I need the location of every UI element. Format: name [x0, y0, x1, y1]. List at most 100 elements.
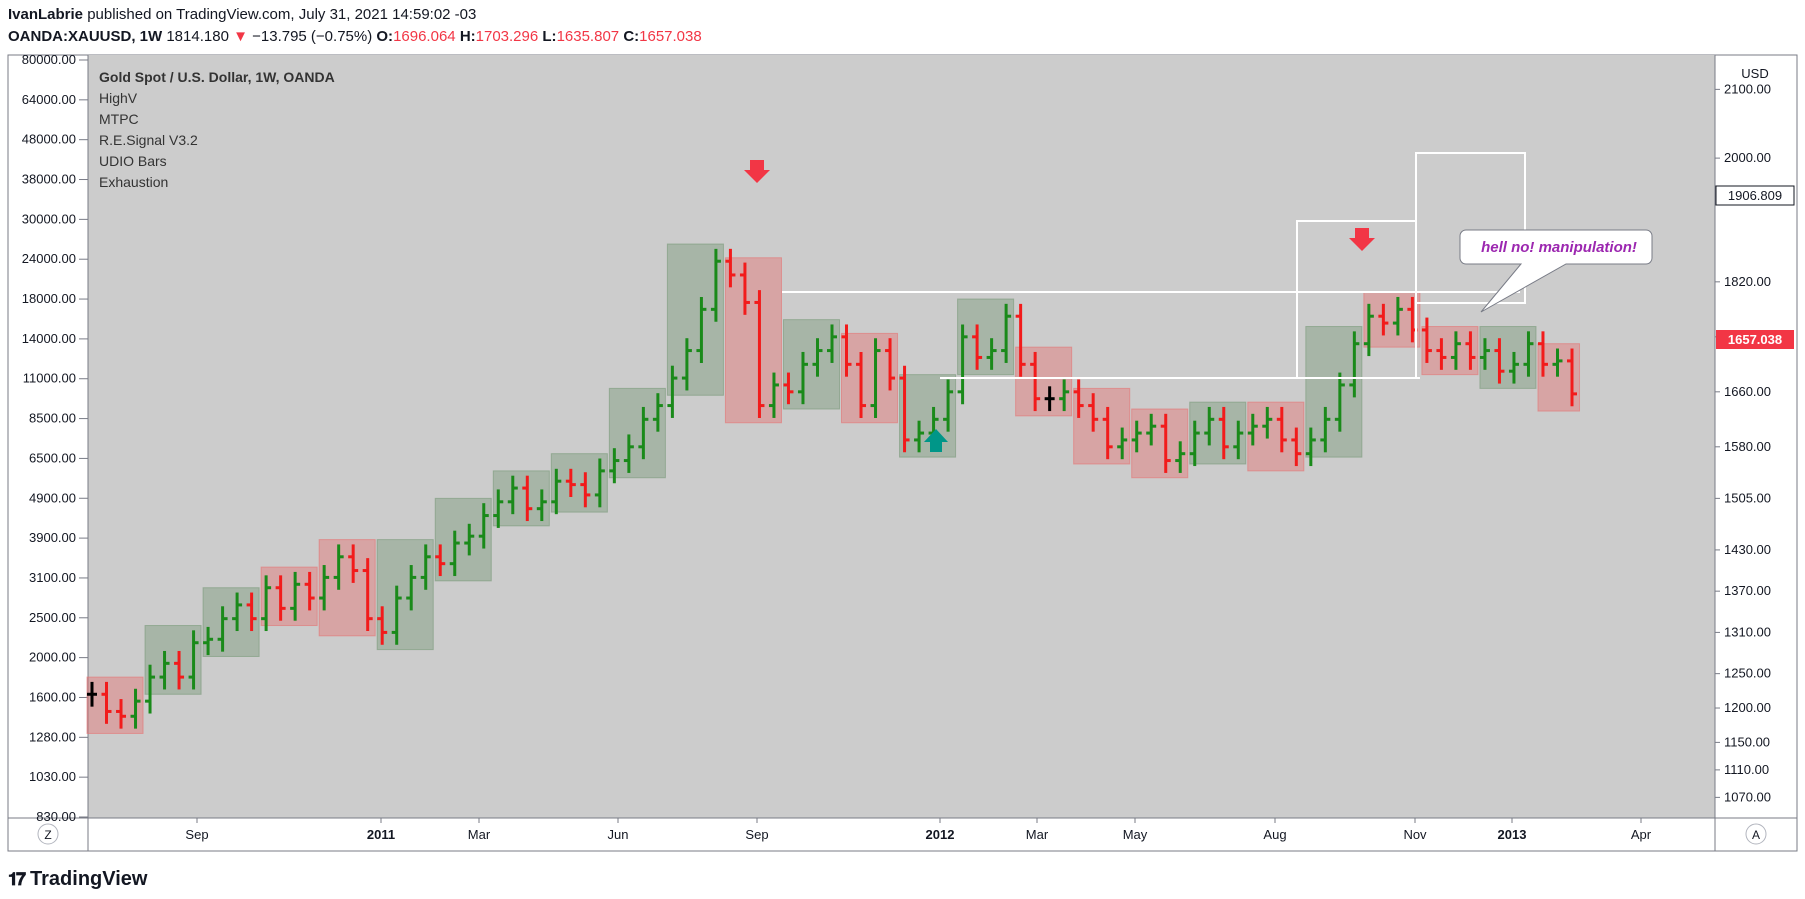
legend-title: Gold Spot / U.S. Dollar, 1W, OANDA: [99, 69, 335, 85]
signal-box: [724, 257, 782, 424]
left-axis-tick-label: 11000.00: [23, 371, 76, 386]
time-axis-tick-label: Mar: [468, 827, 491, 842]
high-label: H:: [459, 28, 476, 45]
left-axis-tick-label: 80000.00: [22, 52, 76, 67]
signal-box: [782, 319, 841, 410]
left-axis-tick-label: 1030.00: [29, 769, 76, 784]
auto-scale-button: [1745, 823, 1767, 845]
legend-indicator: UDIO Bars: [99, 153, 167, 169]
legend-indicator: MTPC: [99, 111, 139, 127]
signal-box: [550, 453, 608, 513]
signal-box: [434, 497, 492, 582]
time-axis-tick-label: Mar: [1026, 827, 1049, 842]
right-axis-unit: USD: [1741, 66, 1768, 81]
right-axis-tick-label: 1505.00: [1724, 490, 1771, 505]
signal-box: [144, 625, 202, 695]
signal-box: [608, 387, 666, 479]
left-axis-tick-label: 3100.00: [29, 570, 76, 585]
last-price-tag-label: 1657.038: [1728, 332, 1782, 347]
annotation-text: hell no! manipulation!: [1481, 239, 1637, 256]
left-axis-tick-label: 24000.00: [22, 251, 76, 266]
left-axis-tick-label: 2000.00: [29, 650, 76, 665]
left-axis-tick-label: 4900.00: [29, 490, 76, 505]
open-label: O:: [376, 28, 394, 45]
zoom-button: [37, 823, 59, 845]
open-value: 1696.064: [393, 28, 456, 45]
low-label: L:: [542, 28, 557, 45]
legend-indicator: Exhaustion: [99, 174, 168, 190]
signal-box: [1131, 408, 1189, 479]
time-axis-tick-label: Aug: [1263, 827, 1286, 842]
tradingview-logo[interactable]: 𝟏𝟕 TradingView: [8, 868, 147, 891]
time-axis-tick-label: 2011: [367, 827, 395, 842]
signal-box: [1247, 401, 1305, 472]
left-axis-tick-label: 2500.00: [29, 610, 76, 625]
left-axis-tick-label: 38000.00: [22, 172, 76, 187]
signal-box: [86, 676, 144, 734]
symbol-line: OANDA:XAUUSD, 1W 1814.180 ▼ −13.795 (−0.…: [8, 28, 702, 46]
published-text: published on TradingView.com, July 31, 2…: [87, 6, 477, 23]
right-axis-tick-label: 1370.00: [1724, 583, 1771, 598]
symbol-name[interactable]: OANDA:XAUUSD, 1W: [8, 28, 163, 45]
right-axis-tick-label: 1150.00: [1724, 734, 1770, 749]
change-arrow-icon: ▼: [233, 28, 248, 45]
time-axis-tick-label: Nov: [1403, 827, 1427, 842]
high-value: 1703.296: [475, 28, 539, 45]
signal-box: [1305, 326, 1363, 458]
right-axis-tick-label: 1310.00: [1724, 624, 1771, 639]
time-axis-tick-label: 2012: [926, 827, 955, 842]
change-value: −13.795 (−0.75%): [252, 28, 373, 45]
annotation-callout: [1459, 229, 1653, 313]
left-axis-tick-label: 1600.00: [29, 689, 76, 704]
zone-box: [1415, 152, 1526, 304]
signal-box: [260, 566, 318, 627]
left-axis-tick-label: 48000.00: [22, 132, 76, 147]
right-axis-tick-label: 2000.00: [1724, 150, 1771, 165]
legend-indicator: HighV: [99, 90, 138, 106]
signal-box: [492, 470, 550, 527]
left-axis-tick-label: 8500.00: [29, 411, 76, 426]
time-axis-tick-label: May: [1123, 827, 1148, 842]
close-label: C:: [623, 28, 640, 45]
time-axis-tick-label: Jun: [608, 827, 629, 842]
right-axis-tick-label: 1200.00: [1724, 700, 1771, 715]
right-axis-tick-label: 1580.00: [1724, 439, 1771, 454]
right-axis-tick-label: 1250.00: [1724, 666, 1771, 681]
signal-box: [666, 243, 724, 396]
time-axis-tick-label: Sep: [745, 827, 768, 842]
signal-box: [841, 332, 899, 424]
left-axis-tick-label: 1280.00: [29, 729, 76, 744]
legend-indicator: R.E.Signal V3.2: [99, 132, 198, 148]
plot-area: [88, 55, 1715, 818]
buy-signal-icon: [924, 429, 948, 452]
marker-price-tag-label: 1906.809: [1728, 188, 1782, 203]
left-axis-tick-label: 14000.00: [22, 331, 76, 346]
signal-box: [1015, 346, 1073, 417]
left-axis-tick-label: 6500.00: [29, 450, 76, 465]
signal-box: [899, 374, 957, 458]
brand-name: TradingView: [30, 868, 148, 890]
low-value: 1635.807: [556, 28, 620, 45]
right-axis-tick-label: 2100.00: [1724, 81, 1771, 96]
signal-box: [202, 587, 260, 657]
signal-box: [318, 539, 376, 637]
right-axis-tick-label: 1070.00: [1724, 789, 1771, 804]
signal-box: [1073, 387, 1131, 465]
last-price: 1814.180: [166, 28, 229, 45]
close-value: 1657.038: [639, 28, 702, 45]
left-axis-tick-label: 30000.00: [22, 211, 76, 226]
tradingview-logo-icon: 𝟏𝟕: [8, 869, 26, 889]
right-axis-tick-label: 1110.00: [1724, 762, 1769, 777]
time-axis-tick-label: Sep: [185, 827, 208, 842]
left-axis-tick-label: 64000.00: [22, 92, 76, 107]
sell-signal-icon: [744, 160, 770, 183]
right-axis-tick-label: 1820.00: [1724, 274, 1771, 289]
publish-line: IvanLabrie published on TradingView.com,…: [8, 6, 476, 24]
sell-signal-icon: [1349, 228, 1375, 251]
time-axis-tick-label: Apr: [1631, 827, 1652, 842]
author-name[interactable]: IvanLabrie: [8, 6, 84, 23]
right-axis-tick-label: 1660.00: [1724, 384, 1771, 399]
left-axis-tick-label: 3900.00: [29, 530, 76, 545]
time-axis-tick-label: 2013: [1498, 827, 1527, 842]
